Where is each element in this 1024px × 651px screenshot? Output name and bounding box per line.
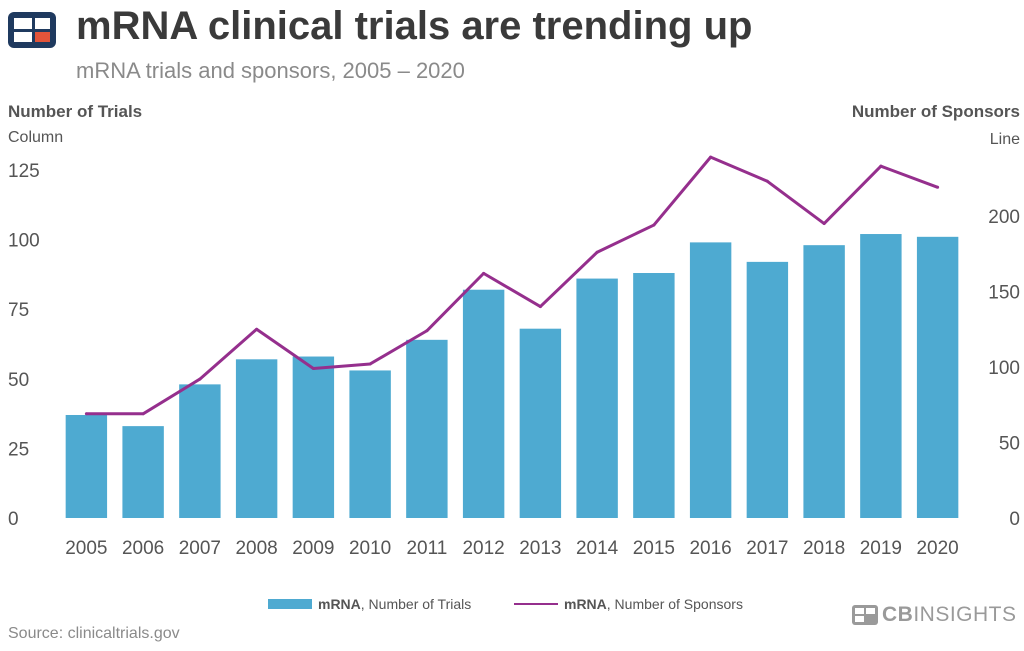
x-tick-label: 2013 <box>519 538 561 559</box>
bar-2012[interactable] <box>462 289 505 518</box>
left-tick-label: 75 <box>8 300 29 321</box>
line-point-2014[interactable] <box>595 250 599 254</box>
x-tick-label: 2014 <box>576 538 619 559</box>
line-point-2008[interactable] <box>255 327 259 331</box>
legend-item-sponsors[interactable]: mRNA, Number of Sponsors <box>514 596 743 612</box>
chart-subtitle: mRNA trials and sponsors, 2005 – 2020 <box>76 58 465 83</box>
legend-swatch-bar <box>268 599 312 609</box>
x-tick-label: 2019 <box>860 538 902 559</box>
x-tick-label: 2007 <box>179 538 221 559</box>
bar-2013[interactable] <box>519 328 562 518</box>
right-tick-label: 0 <box>1009 509 1020 530</box>
line-point-2019[interactable] <box>879 164 883 168</box>
brand-text-bold: CB <box>882 603 914 626</box>
legend-trials-bold: mRNA <box>318 596 361 612</box>
left-axis-ticks: 0 25 50 75 100 125 <box>8 161 40 530</box>
x-tick-label: 2006 <box>122 538 164 559</box>
right-axis-ticks: 0 50 100 150 200 <box>988 207 1020 530</box>
source-note: Source: clinicaltrials.gov <box>8 625 180 642</box>
left-tick-label: 50 <box>8 370 29 391</box>
sponsors-line[interactable] <box>86 155 939 416</box>
line-point-2011[interactable] <box>425 329 429 333</box>
x-tick-label: 2008 <box>235 538 277 559</box>
line-point-2018[interactable] <box>822 222 826 226</box>
bar-2016[interactable] <box>689 242 732 518</box>
legend-sponsors-bold: mRNA <box>564 596 607 612</box>
line-point-2013[interactable] <box>538 305 542 309</box>
x-tick-label: 2011 <box>406 538 447 559</box>
right-tick-label: 200 <box>988 207 1020 228</box>
line-point-2020[interactable] <box>936 185 940 189</box>
legend-trials-label: , Number of Trials <box>360 596 472 612</box>
x-tick-label: 2015 <box>633 538 675 559</box>
right-tick-label: 50 <box>999 434 1020 455</box>
line-point-2015[interactable] <box>652 223 656 227</box>
legend-item-trials[interactable]: mRNA, Number of Trials <box>268 596 471 612</box>
line-point-2006[interactable] <box>141 412 145 416</box>
bar-2011[interactable] <box>406 339 448 518</box>
left-tick-label: 100 <box>8 231 40 252</box>
bar-2019[interactable] <box>860 234 902 519</box>
x-tick-label: 2018 <box>803 538 845 559</box>
bar-2007[interactable] <box>179 384 221 518</box>
brand-mark: CBINSIGHTS <box>852 603 1017 627</box>
line-point-2012[interactable] <box>482 271 486 275</box>
left-tick-label: 125 <box>8 161 40 182</box>
legend-sponsors-label: , Number of Sponsors <box>606 596 743 612</box>
cb-insights-logo <box>8 12 56 48</box>
bar-2010[interactable] <box>349 370 391 518</box>
bar-2018[interactable] <box>803 245 845 518</box>
brand-icon <box>852 605 878 625</box>
x-tick-label: 2010 <box>349 538 391 559</box>
x-axis-ticks: 2005 2006 2007 2008 2009 2010 2011 2012 2013 2014… <box>65 538 959 559</box>
line-point-2005[interactable] <box>84 412 88 416</box>
right-axis-title: Number of Sponsors <box>851 102 1020 121</box>
bar-2006[interactable] <box>122 426 164 518</box>
line-point-2009[interactable] <box>311 367 315 371</box>
bar-2020[interactable] <box>916 236 959 519</box>
left-axis-title: Number of Trials <box>8 102 143 121</box>
bar-2005[interactable] <box>65 414 108 518</box>
line-point-2007[interactable] <box>198 377 202 381</box>
line-point-2016[interactable] <box>709 155 713 159</box>
left-tick-label: 25 <box>8 439 29 460</box>
bar-2015[interactable] <box>633 273 675 518</box>
bar-series <box>65 234 959 519</box>
x-tick-label: 2005 <box>65 538 107 559</box>
right-axis-subtitle: Line <box>989 131 1020 148</box>
line-series <box>84 155 940 416</box>
bar-2014[interactable] <box>576 278 618 518</box>
line-point-2017[interactable] <box>765 179 769 183</box>
left-tick-label: 0 <box>8 509 19 530</box>
left-axis-subtitle: Column <box>8 129 64 146</box>
x-tick-label: 2017 <box>746 538 788 559</box>
bar-2009[interactable] <box>292 356 335 518</box>
x-tick-label: 2016 <box>689 538 731 559</box>
x-tick-label: 2009 <box>292 538 334 559</box>
chart-title: mRNA clinical trials are trending up <box>76 4 753 48</box>
right-tick-label: 100 <box>988 358 1020 379</box>
right-tick-label: 150 <box>988 283 1020 304</box>
bar-2017[interactable] <box>746 261 789 518</box>
line-point-2010[interactable] <box>368 362 372 366</box>
bar-2008[interactable] <box>235 359 278 518</box>
x-tick-label: 2012 <box>462 538 504 559</box>
x-tick-label: 2020 <box>916 538 958 559</box>
legend-swatch-line <box>514 603 558 605</box>
brand-text-rest: INSIGHTS <box>913 603 1017 626</box>
